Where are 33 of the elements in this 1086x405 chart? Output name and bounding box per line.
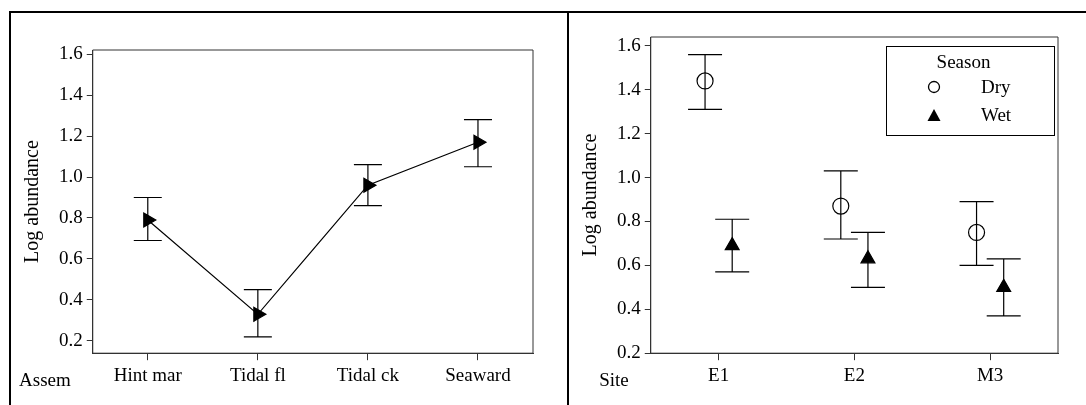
- y-tick-label: 1.0: [59, 165, 83, 186]
- x-tick-label: E1: [708, 363, 730, 385]
- legend-title: Season: [935, 51, 992, 73]
- x-tick-label: E2: [843, 363, 865, 385]
- y-tick-label: 0.8: [617, 209, 641, 231]
- y-tick-label: 1.4: [59, 83, 84, 105]
- legend-label: Wet: [981, 104, 1012, 126]
- x-axis-title: Site: [599, 369, 629, 391]
- point: [143, 212, 157, 228]
- x-tick-label: M3: [976, 363, 1004, 385]
- x-tick-label: Tidal fl: [229, 363, 286, 385]
- y-tick-label: 1.2: [617, 121, 641, 143]
- y-tick-label: 0.2: [59, 328, 83, 350]
- y-tick-label: 0.8: [59, 205, 83, 227]
- y-tick-label: 0.6: [59, 246, 83, 268]
- y-tick-label: 0.4: [59, 287, 84, 309]
- y-tick-label: 0.4: [617, 297, 642, 319]
- y-tick-label: 1.2: [59, 124, 83, 146]
- x-tick-label: Hint mar: [113, 363, 183, 385]
- x-tick-label: Seaward: [445, 363, 512, 385]
- y-tick-label: 0.6: [617, 253, 641, 275]
- legend-label: Dry: [981, 76, 1011, 98]
- x-axis-title: Assem: [19, 369, 71, 391]
- point: [253, 306, 267, 322]
- x-tick-label: Tidal ck: [336, 363, 400, 385]
- y-tick-label: 0.2: [617, 341, 641, 363]
- y-axis-title: Log abundance: [578, 133, 602, 257]
- y-tick-label: 1.4: [617, 77, 642, 99]
- y-tick-label: 1.0: [617, 165, 641, 187]
- y-tick-label: 1.6: [59, 42, 83, 64]
- y-axis-title: Log abundance: [20, 140, 44, 263]
- point: [473, 134, 487, 150]
- y-tick-label: 1.6: [617, 33, 641, 55]
